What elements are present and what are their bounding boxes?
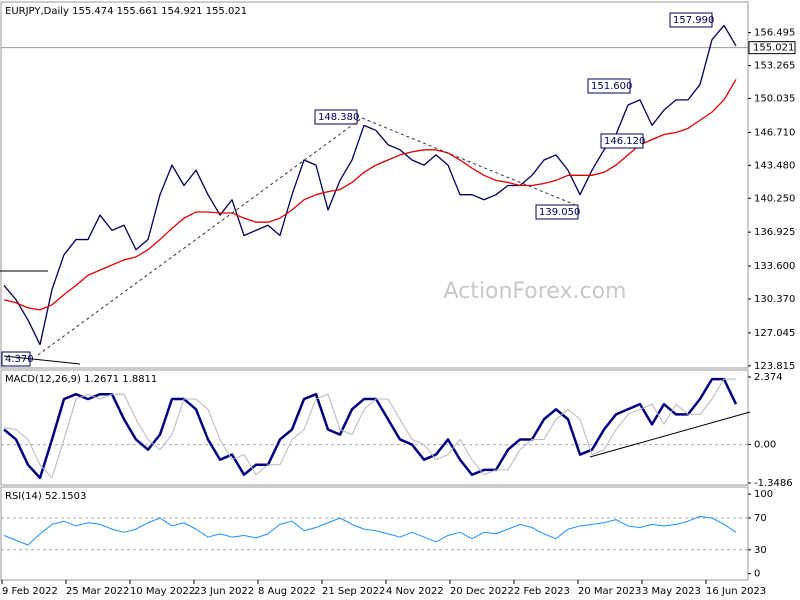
x-tick-label: 9 Feb 2022 — [2, 586, 58, 597]
x-tick-label: 8 Aug 2022 — [258, 586, 316, 597]
x-tick-label: 3 May 2023 — [642, 586, 701, 597]
trend-line — [589, 411, 751, 458]
panel-frame — [0, 1, 749, 369]
annotation-box — [600, 133, 644, 149]
panel-title: EURJPY,Daily 155.474 155.661 154.921 155… — [5, 6, 247, 17]
last-price-label: 155.021 — [753, 43, 794, 54]
y-tick-label: 30 — [754, 545, 767, 556]
watermark: ActionForex.com — [444, 279, 627, 304]
panel-title: RSI(14) 52.1503 — [5, 491, 86, 502]
annotation-box — [669, 12, 713, 28]
x-tick-label: 10 May 2022 — [130, 586, 195, 597]
annotation-label: 146.120 — [604, 136, 645, 147]
last-price-box — [748, 41, 796, 55]
x-tick-label: 23 Jun 2022 — [194, 586, 254, 597]
y-tick-label: 0.00 — [754, 440, 776, 451]
x-tick-label: 2 Feb 2023 — [514, 586, 570, 597]
y-tick-label: 146.710 — [754, 127, 795, 138]
y-tick-label: 70 — [754, 513, 767, 524]
y-tick-label: 153.265 — [754, 61, 795, 72]
y-tick-label: -1.3486 — [754, 478, 793, 489]
y-tick-label: 133.600 — [754, 261, 795, 272]
y-tick-label: 150.035 — [754, 93, 795, 104]
y-tick-label: 140.250 — [754, 193, 795, 204]
y-tick-label: 127.045 — [754, 328, 795, 339]
series-line — [3, 79, 737, 311]
y-tick-label: 143.480 — [754, 160, 795, 171]
series-line — [3, 377, 738, 480]
y-tick-label: 0 — [754, 569, 760, 580]
series-line — [3, 378, 736, 479]
annotation-label: 157.990 — [673, 15, 714, 26]
trend-line — [3, 355, 81, 365]
y-tick-label: 123.815 — [754, 361, 795, 372]
trend-line — [37, 117, 363, 356]
annotation-box — [314, 109, 358, 125]
annotation-label: 139.050 — [539, 207, 580, 218]
annotation-label: 4.370 — [5, 354, 34, 365]
annotation-box — [535, 204, 579, 220]
y-tick-label: 136.925 — [754, 227, 795, 238]
annotation-label: 151.600 — [591, 81, 632, 92]
x-tick-label: 16 Jun 2023 — [706, 586, 766, 597]
annotation-box — [587, 78, 631, 94]
x-tick-label: 20 Mar 2023 — [578, 586, 641, 597]
y-tick-label: 130.370 — [754, 294, 795, 305]
y-tick-label: 156.495 — [754, 28, 795, 39]
y-tick-label: 100 — [754, 489, 773, 500]
trend-line — [361, 117, 579, 207]
annotation-label: 148.380 — [318, 112, 359, 123]
panel-title: MACD(12,26,9) 1.2671 1.8811 — [5, 374, 157, 385]
y-tick-label: 2.374 — [754, 372, 783, 383]
series-line — [3, 515, 737, 546]
panel-frame — [0, 369, 749, 486]
x-tick-label: 25 Mar 2022 — [66, 586, 129, 597]
x-tick-label: 4 Nov 2022 — [386, 586, 444, 597]
panel-frame — [0, 486, 749, 581]
x-tick-label: 21 Sep 2022 — [322, 586, 385, 597]
x-tick-label: 20 Dec 2022 — [450, 586, 514, 597]
